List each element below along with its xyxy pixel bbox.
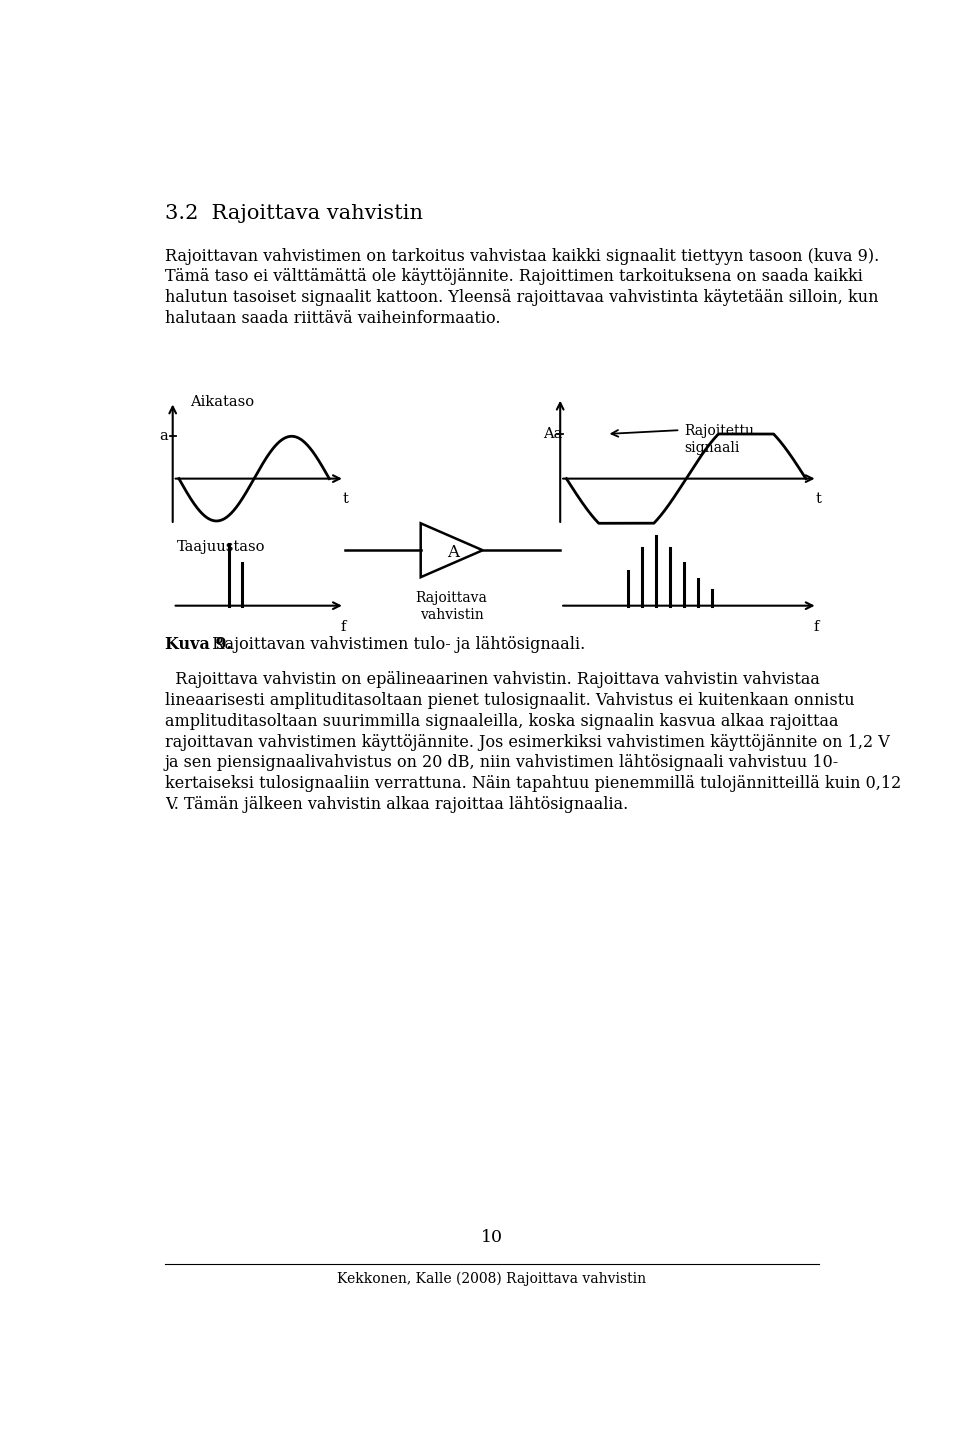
Text: ja sen piensignaalivahvistus on 20 dB, niin vahvistimen lähtösignaali vahvistuu : ja sen piensignaalivahvistus on 20 dB, n… (165, 755, 839, 771)
Text: Rajoittavan vahvistimen on tarkoitus vahvistaa kaikki signaalit tiettyyn tasoon : Rajoittavan vahvistimen on tarkoitus vah… (165, 247, 879, 265)
Text: Taajuustaso: Taajuustaso (177, 541, 265, 554)
Text: t: t (343, 493, 348, 506)
Text: Kuva 9.: Kuva 9. (165, 637, 232, 653)
Text: lineaarisesti amplituditasoltaan pienet tulosignaalit. Vahvistus ei kuitenkaan o: lineaarisesti amplituditasoltaan pienet … (165, 692, 854, 710)
Text: Rajoittava vahvistin on epälineaarinen vahvistin. Rajoittava vahvistin vahvistaa: Rajoittava vahvistin on epälineaarinen v… (165, 672, 820, 688)
Text: Aikataso: Aikataso (190, 395, 253, 410)
Text: Rajoitettu
signaali: Rajoitettu signaali (684, 425, 755, 455)
Text: kertaiseksi tulosignaaliin verrattuna. Näin tapahtuu pienemmillä tulojännitteill: kertaiseksi tulosignaaliin verrattuna. N… (165, 775, 901, 792)
Text: Kekkonen, Kalle (2008) Rajoittava vahvistin: Kekkonen, Kalle (2008) Rajoittava vahvis… (337, 1272, 647, 1287)
Text: 10: 10 (481, 1230, 503, 1246)
Text: f: f (814, 619, 819, 634)
Text: A: A (447, 544, 459, 561)
Text: rajoittavan vahvistimen käyttöjännite. Jos esimerkiksi vahvistimen käyttöjännite: rajoittavan vahvistimen käyttöjännite. J… (165, 733, 890, 750)
Text: f: f (341, 619, 347, 634)
Text: halutaan saada riittävä vaiheinformaatio.: halutaan saada riittävä vaiheinformaatio… (165, 310, 500, 327)
Text: Rajoittavan vahvistimen tulo- ja lähtösignaali.: Rajoittavan vahvistimen tulo- ja lähtösi… (206, 637, 585, 653)
Text: Aa: Aa (543, 427, 563, 441)
Text: 3.2  Rajoittava vahvistin: 3.2 Rajoittava vahvistin (165, 204, 423, 222)
Text: Rajoittava
vahvistin: Rajoittava vahvistin (416, 590, 488, 622)
Text: t: t (815, 493, 821, 506)
Text: V. Tämän jälkeen vahvistin alkaa rajoittaa lähtösignaalia.: V. Tämän jälkeen vahvistin alkaa rajoitt… (165, 795, 628, 813)
Text: halutun tasoiset signaalit kattoon. Yleensä rajoittavaa vahvistinta käytetään si: halutun tasoiset signaalit kattoon. Ylee… (165, 289, 878, 307)
Text: amplituditasoltaan suurimmilla signaaleilla, koska signaalin kasvua alkaa rajoit: amplituditasoltaan suurimmilla signaalei… (165, 712, 838, 730)
Text: Tämä taso ei välttämättä ole käyttöjännite. Rajoittimen tarkoituksena on saada k: Tämä taso ei välttämättä ole käyttöjänni… (165, 269, 863, 285)
Text: a: a (158, 429, 167, 443)
